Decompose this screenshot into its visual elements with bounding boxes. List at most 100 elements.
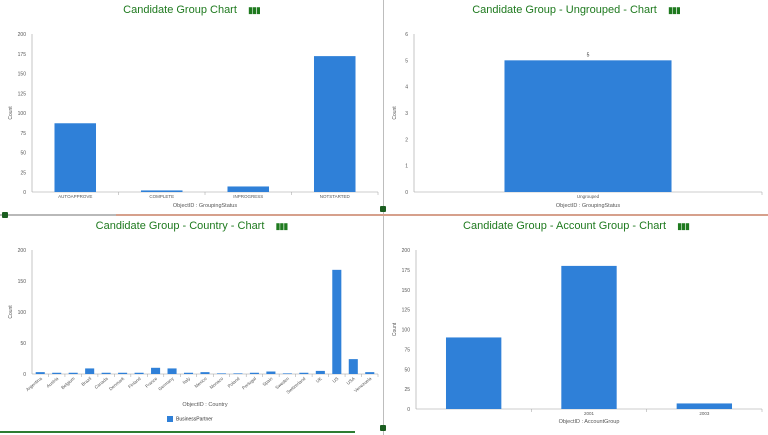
y-axis-label: Count bbox=[392, 322, 398, 336]
y-tick-label: 3 bbox=[405, 111, 408, 117]
bar bbox=[348, 359, 358, 374]
bar bbox=[332, 269, 342, 374]
x-tick-label: US bbox=[331, 376, 339, 384]
y-tick-label: 50 bbox=[20, 341, 26, 347]
y-tick-label: 75 bbox=[20, 131, 26, 137]
y-tick-label: 200 bbox=[18, 248, 27, 254]
y-tick-label: 2 bbox=[405, 137, 408, 143]
data-label: 5 bbox=[587, 52, 590, 58]
panel-divider-vertical[interactable] bbox=[383, 0, 384, 435]
y-tick-label: 5 bbox=[405, 58, 408, 64]
y-axis-label: Count bbox=[8, 305, 14, 319]
y-tick-label: 25 bbox=[20, 170, 26, 176]
chart-title-2: Candidate Group - Ungrouped - Chart ▮▮▮ bbox=[384, 4, 768, 16]
x-axis-label: ObjectID : AccountGroup bbox=[559, 419, 620, 425]
y-tick-label: 100 bbox=[402, 328, 411, 334]
resize-handle-left[interactable] bbox=[2, 212, 8, 218]
chart-title-text: Candidate Group - Ungrouped - Chart bbox=[472, 4, 657, 16]
bar bbox=[249, 372, 259, 374]
y-tick-label: 100 bbox=[18, 111, 27, 117]
x-tick-label: USA bbox=[346, 376, 356, 386]
x-tick-label: AUTOAPPROVE bbox=[58, 194, 92, 199]
legend: BusinessPartner bbox=[167, 416, 213, 422]
y-tick-label: 0 bbox=[23, 372, 26, 378]
y-tick-label: 75 bbox=[404, 347, 410, 353]
bar bbox=[200, 372, 210, 374]
x-tick-label: Germany bbox=[157, 375, 175, 391]
panel-divider-accent bbox=[116, 214, 768, 216]
resize-handle-center[interactable] bbox=[380, 206, 386, 212]
x-tick-label: Austria bbox=[45, 376, 59, 389]
x-axis-label: ObjectID : Country bbox=[182, 402, 227, 408]
x-tick-label: Belgium bbox=[60, 376, 76, 390]
x-tick-label: France bbox=[144, 376, 158, 389]
bar bbox=[504, 60, 672, 193]
bar-chart-icon[interactable]: ▮▮▮ bbox=[667, 5, 681, 15]
bar bbox=[68, 372, 78, 374]
y-tick-label: 100 bbox=[18, 310, 27, 316]
x-tick-label: 2003 bbox=[699, 411, 710, 416]
panel-candidate-group-chart: Candidate Group Chart ▮▮▮ 0 25 50 75 100 125 1… bbox=[0, 0, 383, 214]
bar bbox=[52, 372, 62, 374]
x-tick-label: Venezuela bbox=[353, 376, 373, 394]
x-tick-label: Mexico bbox=[194, 376, 209, 389]
chart-title-3: Candidate Group - Country - Chart ▮▮▮ bbox=[0, 220, 383, 232]
bar bbox=[299, 372, 309, 374]
bar bbox=[282, 373, 292, 374]
y-axis-label: Count bbox=[8, 106, 14, 120]
bar bbox=[233, 373, 243, 374]
x-axis-label: ObjectID : GroupingStatus bbox=[556, 203, 620, 209]
chart-title-text: Candidate Group - Account Group - Chart bbox=[463, 220, 667, 232]
bar bbox=[183, 372, 194, 374]
bar bbox=[676, 403, 733, 409]
chart-title-text: Candidate Group Chart bbox=[123, 4, 237, 16]
x-axis-label: ObjectID : GroupingStatus bbox=[173, 203, 237, 209]
bar bbox=[101, 372, 111, 374]
x-tick-label: Monaco bbox=[209, 376, 225, 390]
y-tick-label: 200 bbox=[18, 32, 27, 38]
chart-title-1: Candidate Group Chart ▮▮▮ bbox=[0, 4, 383, 16]
legend-label: BusinessPartner bbox=[176, 416, 213, 423]
bar bbox=[561, 265, 617, 409]
x-tick-label: Ungrouped bbox=[577, 194, 600, 199]
bar-chart-icon[interactable]: ▮▮▮ bbox=[677, 221, 690, 231]
bar bbox=[151, 367, 161, 374]
chart-title-4: Candidate Group - Account Group - Chart … bbox=[384, 220, 768, 232]
y-axis-label: Count bbox=[392, 106, 398, 120]
y-tick-label: 125 bbox=[18, 91, 27, 97]
x-tick-label: UK bbox=[315, 376, 323, 384]
chart-account-group: 0 25 50 75 100 125 150 175 200 Count 2001 2003 Objec… bbox=[392, 248, 763, 425]
y-tick-label: 0 bbox=[23, 190, 26, 196]
bar bbox=[118, 372, 128, 374]
x-tick-label: Brazil bbox=[80, 376, 92, 387]
x-tick-label: Finland bbox=[127, 376, 142, 390]
y-tick-label: 0 bbox=[405, 190, 408, 196]
bar bbox=[365, 372, 375, 374]
bar bbox=[227, 186, 270, 192]
legend-swatch bbox=[167, 416, 173, 422]
panel-ungrouped-chart: Candidate Group - Ungrouped - Chart ▮▮▮ … bbox=[384, 0, 768, 214]
y-tick-label: 50 bbox=[404, 367, 410, 373]
bottom-accent-line bbox=[0, 431, 355, 433]
x-tick-label: 2001 bbox=[584, 411, 595, 416]
bar-chart-icon[interactable]: ▮▮▮ bbox=[275, 221, 288, 231]
bar bbox=[216, 373, 227, 374]
bar bbox=[54, 123, 97, 192]
y-tick-label: 0 bbox=[407, 407, 410, 413]
bar bbox=[35, 372, 45, 374]
bar bbox=[134, 372, 144, 374]
x-tick-label: Denmark bbox=[108, 375, 126, 391]
y-tick-label: 150 bbox=[402, 288, 411, 294]
chart-ungrouped: 0 1 2 3 4 5 6 Count Ungrouped 5 ObjectID : Groupin… bbox=[392, 32, 763, 209]
y-tick-label: 50 bbox=[20, 151, 26, 157]
bar-chart-icon[interactable]: ▮▮▮ bbox=[247, 5, 261, 15]
y-tick-label: 175 bbox=[18, 52, 27, 58]
y-tick-label: 125 bbox=[402, 308, 411, 314]
panel-account-group-chart: Candidate Group - Account Group - Chart … bbox=[384, 216, 768, 435]
y-tick-label: 150 bbox=[18, 279, 27, 285]
x-tick-label: COMPLETE bbox=[149, 194, 174, 199]
resize-handle-bottom[interactable] bbox=[380, 425, 386, 431]
chart-title-text: Candidate Group - Country - Chart bbox=[95, 220, 265, 232]
y-tick-label: 200 bbox=[402, 248, 411, 254]
x-tick-label: Poland bbox=[227, 376, 241, 389]
